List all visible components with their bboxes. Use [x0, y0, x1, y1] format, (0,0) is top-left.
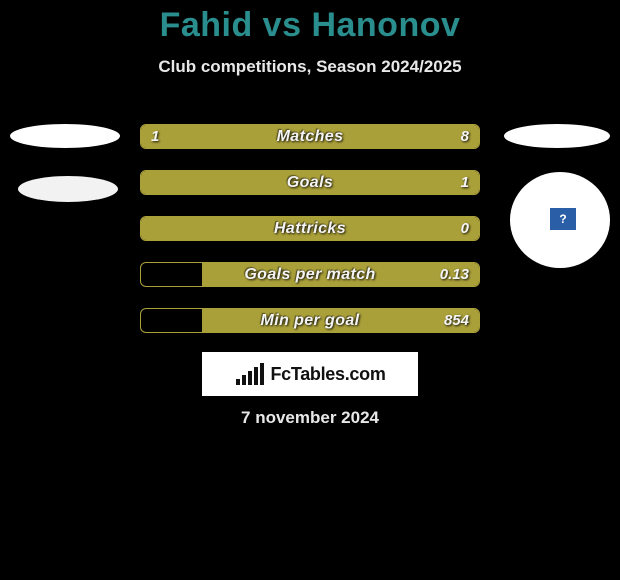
stat-row: Min per goal854 — [140, 308, 480, 333]
bars-chart-icon — [234, 363, 264, 385]
stat-label: Matches — [141, 125, 479, 148]
logo-text: FcTables.com — [270, 364, 385, 385]
stat-value-right: 8 — [451, 125, 479, 148]
avatar-shadow-icon — [504, 124, 610, 148]
stats-chart: 1Matches8Goals1Hattricks0Goals per match… — [140, 124, 480, 354]
stat-row: Goals1 — [140, 170, 480, 195]
fctables-logo[interactable]: FcTables.com — [202, 352, 418, 396]
subtitle: Club competitions, Season 2024/2025 — [0, 57, 620, 77]
stat-value-right: 0.13 — [430, 263, 479, 286]
stat-label: Goals per match — [141, 263, 479, 286]
stat-value-right: 1 — [451, 171, 479, 194]
avatar-shadow-icon — [10, 124, 120, 148]
stat-row: 1Matches8 — [140, 124, 480, 149]
stat-label: Min per goal — [141, 309, 479, 332]
page-title: Fahid vs Hanonov — [0, 0, 620, 45]
stat-row: Hattricks0 — [140, 216, 480, 241]
jersey-icon: ? — [550, 208, 576, 230]
stat-label: Goals — [141, 171, 479, 194]
footer-date: 7 november 2024 — [0, 408, 620, 428]
stat-value-right: 0 — [451, 217, 479, 240]
stat-row: Goals per match0.13 — [140, 262, 480, 287]
stat-label: Hattricks — [141, 217, 479, 240]
stat-value-right: 854 — [434, 309, 479, 332]
avatar-shadow-icon — [18, 176, 118, 202]
